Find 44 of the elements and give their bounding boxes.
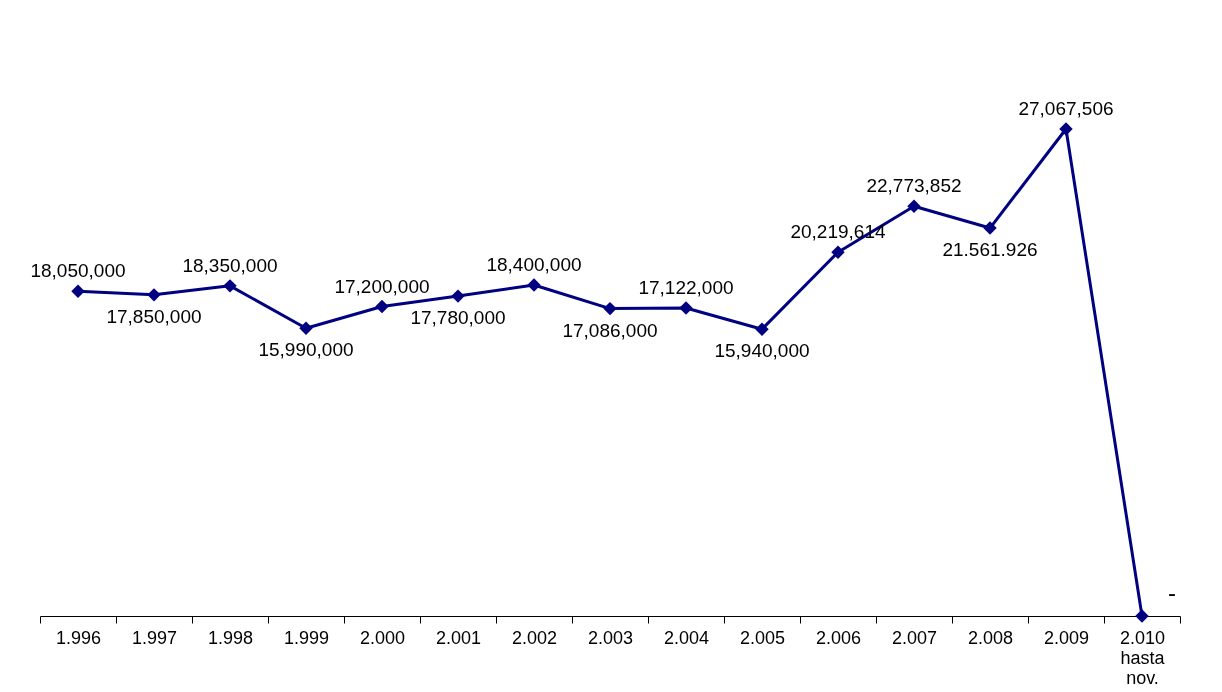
- x-tick-label: 2.003: [587, 627, 634, 648]
- data-label: 18,350,000: [182, 254, 278, 276]
- point: [527, 278, 541, 292]
- point: [603, 301, 617, 316]
- x-tick-label: 1.996: [55, 627, 102, 648]
- x-tick-label: 2.006: [815, 627, 862, 648]
- data-label: 17,086,000: [562, 319, 658, 341]
- point: [299, 321, 313, 336]
- point: [679, 301, 693, 315]
- point: [1135, 609, 1149, 623]
- x-tick-label: 2.004: [663, 627, 710, 648]
- x-tick-label: 2.010 hasta nov.: [1119, 627, 1166, 688]
- x-tick-label: 1.999: [283, 627, 330, 648]
- point: [907, 199, 921, 213]
- data-label: 18,400,000: [486, 253, 582, 275]
- data-label: 22,773,852: [866, 175, 962, 197]
- x-tick-label: 1.997: [131, 627, 178, 648]
- x-tick-label: 2.000: [359, 627, 406, 648]
- point: [71, 284, 85, 298]
- data-label: -: [1168, 579, 1176, 606]
- point: [451, 289, 465, 303]
- x-tick-label: 2.007: [891, 627, 938, 648]
- point: [755, 322, 769, 336]
- data-label: 17,200,000: [334, 275, 430, 297]
- point: [831, 245, 845, 259]
- data-label: 21.561.926: [942, 239, 1038, 261]
- data-label: 17,850,000: [106, 305, 202, 327]
- point: [1059, 122, 1073, 136]
- x-tick-label: 2.002: [511, 627, 558, 648]
- point: [983, 221, 997, 235]
- data-label: 17,780,000: [410, 307, 506, 329]
- x-tick-label: 2.008: [967, 627, 1014, 648]
- point: [375, 299, 389, 314]
- x-tick-label: 2.009: [1043, 627, 1090, 648]
- x-tick-label: 1.998: [207, 627, 254, 648]
- x-tick-label: 2.001: [435, 627, 482, 648]
- data-label: 18,050,000: [30, 260, 126, 282]
- data-label: 15,940,000: [714, 340, 810, 362]
- x-tick-label: 2.005: [739, 627, 786, 648]
- data-label: 17,122,000: [638, 276, 734, 298]
- data-label: 15,990,000: [258, 339, 354, 361]
- point: [147, 288, 161, 302]
- data-label: 27,067,506: [1018, 98, 1114, 119]
- point: [223, 279, 237, 293]
